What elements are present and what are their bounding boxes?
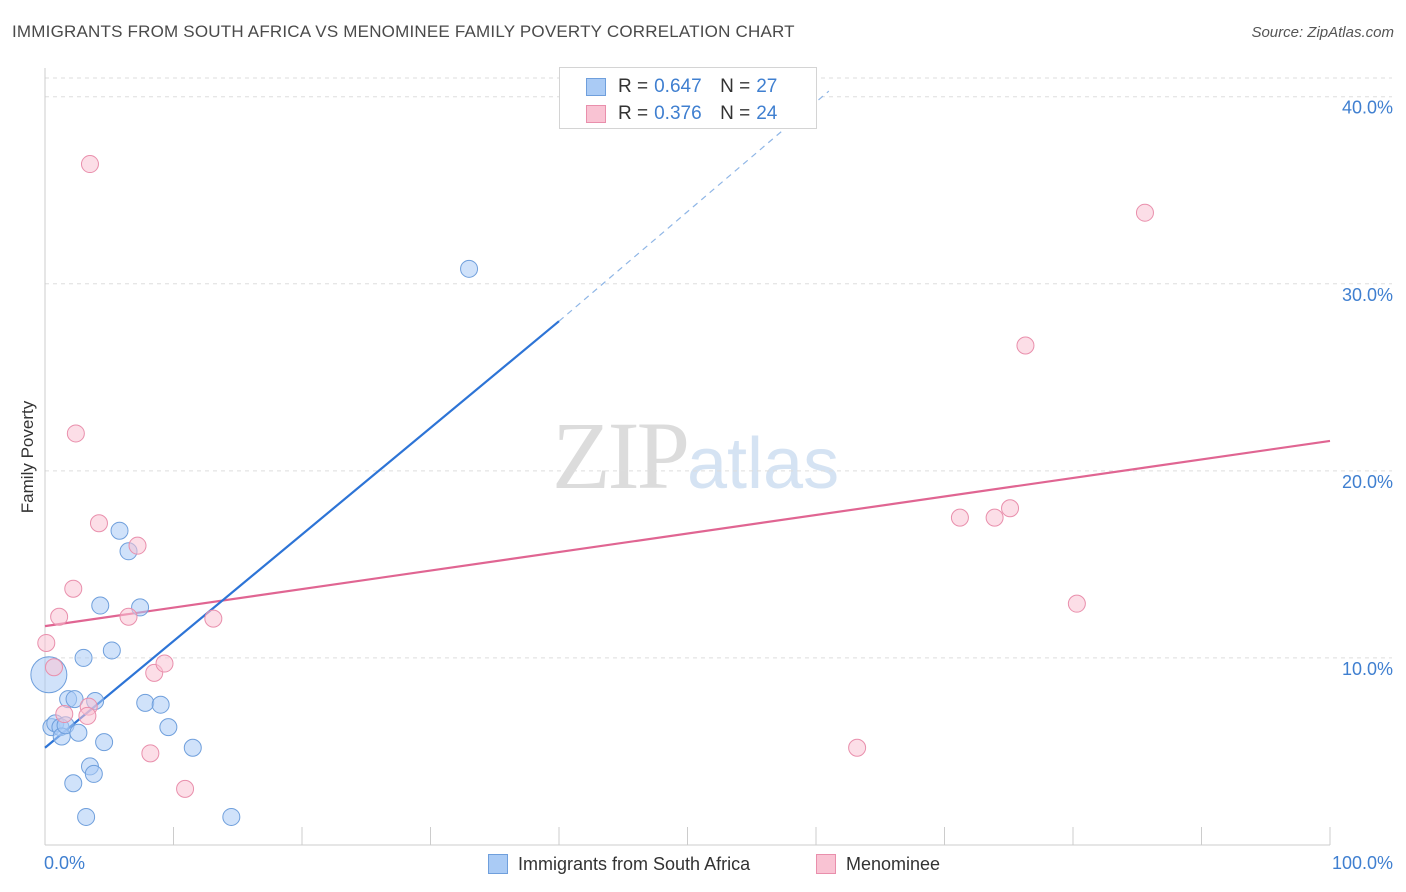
point-menominee [1135,203,1154,222]
point-menominee [141,744,160,763]
point-south-africa [183,738,202,757]
legend-r-value: 0.647 [654,76,702,97]
trend-line-south-africa [44,320,560,749]
y-tick-label: 20.0% [1342,472,1393,492]
y-tick-label: 40.0% [1342,98,1393,118]
point-south-africa [65,690,84,709]
y-tick-label: 10.0% [1342,659,1393,679]
point-menominee [50,607,69,626]
point-menominee [176,779,195,798]
point-menominee [64,579,83,598]
point-south-africa [159,718,178,737]
trend-line-menominee [44,439,1331,628]
legend-swatch-blue [586,78,606,96]
point-menominee [155,654,174,673]
legend-r-label: R = [618,76,649,97]
axis-layer [44,68,1331,846]
legend-n-value: 27 [756,76,778,97]
point-menominee [78,706,97,725]
point-menominee [1001,499,1020,518]
point-south-africa [74,648,93,667]
legend-row-blue: R = 0.647 N = 27 [586,75,777,99]
point-layer [30,155,1154,826]
source-label: Source: ZipAtlas.com [1251,24,1394,41]
point-menominee [950,508,969,527]
grid-layer [45,77,1392,659]
point-south-africa [110,521,129,540]
legend-r-label: R = [618,103,649,124]
point-south-africa [222,807,241,826]
series-swatch-blue [488,854,508,874]
legend-row-pink: R = 0.376 N = 24 [586,102,777,126]
point-south-africa [95,733,114,752]
point-menominee [66,424,85,443]
point-south-africa [102,641,121,660]
x-tick-label: 0.0% [44,853,85,873]
chart-title: IMMIGRANTS FROM SOUTH AFRICA VS MENOMINE… [12,22,795,41]
y-tick-label: 30.0% [1342,285,1393,305]
point-menominee [204,609,223,628]
point-menominee [44,658,63,677]
legend-n-label: N = [720,76,751,97]
point-south-africa [77,807,96,826]
series-legend-blue: Immigrants from South Africa [488,851,750,877]
series-label-pink: Menominee [846,853,941,874]
point-menominee [89,514,108,533]
correlation-legend: R = 0.647 N = 27 R = 0.376 N = 24 [559,67,817,129]
legend-n-label: N = [720,103,751,124]
legend-n-value: 24 [756,103,778,124]
series-label-blue: Immigrants from South Africa [518,853,751,874]
x-tick-label: 100.0% [1332,853,1393,873]
point-menominee [55,705,74,724]
point-menominee [1067,594,1086,613]
point-south-africa [136,693,155,712]
trend-line-south-africa-extension [558,90,830,322]
point-menominee [128,536,147,555]
watermark-atlas: atlas [687,424,840,504]
point-menominee [80,155,99,174]
series-swatch-pink [816,854,836,874]
point-south-africa [91,596,110,615]
point-south-africa [64,774,83,793]
watermark: ZIPatlas [552,400,839,511]
point-menominee [119,607,138,626]
point-menominee [985,508,1004,527]
series-legend-pink: Menominee [816,851,940,877]
label-layer: 10.0% 20.0% 30.0% 40.0% 0.0% 100.0% [44,98,1393,873]
point-menominee [1016,336,1035,355]
point-menominee [848,738,867,757]
point-menominee [37,633,56,652]
trend-layer [44,90,1331,749]
point-south-africa [69,723,88,742]
point-south-africa [84,764,103,783]
legend-swatch-pink [586,105,606,123]
point-south-africa [151,695,170,714]
point-south-africa [460,259,479,278]
legend-r-value: 0.376 [654,103,702,124]
watermark-zip: ZIP [552,402,690,509]
